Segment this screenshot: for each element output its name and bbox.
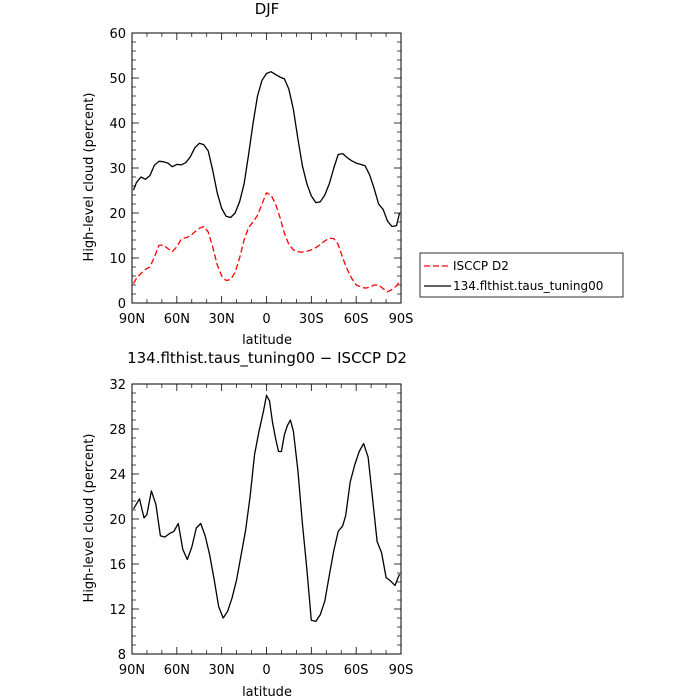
x-tick-label: 60N: [164, 312, 190, 327]
y-tick-label: 20: [109, 513, 126, 528]
y-axis-label: High-level cloud (percent): [82, 93, 97, 262]
x-tick-label: 0: [262, 663, 270, 678]
plot-frame: [131, 383, 402, 655]
y-tick-label: 28: [109, 423, 126, 438]
x-tick-label: 30S: [299, 663, 324, 678]
x-tick-label: 60S: [344, 312, 369, 327]
x-tick-label: 90N: [119, 312, 145, 327]
series-line-134-flthist-taus-tuning00: [132, 71, 401, 228]
x-tick-label: 30N: [209, 312, 235, 327]
x-tick-label: 90S: [389, 312, 414, 327]
legend-label-model: 134.flthist.taus_tuning00: [453, 279, 603, 293]
y-tick-label: 10: [109, 252, 126, 267]
y-tick-label: 16: [109, 558, 126, 573]
y-tick-label: 20: [109, 207, 126, 222]
y-tick-label: 24: [109, 468, 126, 483]
plot-area: 90N 60N 30N 0 30S 60S 90S 0 10 20 30 40 50 60: [109, 27, 413, 327]
y-tick-label: 30: [109, 162, 126, 177]
y-axis-label: High-level cloud (percent): [82, 434, 97, 603]
y-tick-label: 40: [109, 117, 126, 132]
x-tick-label: 90N: [119, 663, 145, 678]
y-tick-label: 8: [118, 648, 126, 663]
series-line-difference: [132, 394, 401, 623]
legend: ISCCP D2 134.flthist.taus_tuning00: [419, 252, 624, 298]
x-tick-label: 90S: [389, 663, 414, 678]
panel-title: 134.flthist.taus_tuning00 − ISCCP D2: [127, 349, 407, 368]
legend-label-isccp: ISCCP D2: [453, 259, 509, 273]
bottom-panel: latitude 134.flthist.taus_tuning00 − ISC…: [82, 333, 413, 700]
x-tick-label: 60S: [344, 663, 369, 678]
x-tick-label: 30N: [209, 663, 235, 678]
legend-box: [419, 252, 624, 298]
y-tick-label: 60: [109, 27, 126, 42]
y-tick-label: 50: [109, 72, 126, 87]
y-tick-label: 0: [118, 297, 126, 312]
x-axis-label: latitude: [242, 685, 292, 700]
series-line-isccp-d2: [132, 192, 401, 293]
x-tick-label: 30S: [299, 312, 324, 327]
y-tick-label: 32: [109, 378, 126, 393]
top-panel: DJF High-level cloud (percent) 90N 60N 30N…: [82, 0, 624, 327]
x-axis-label: latitude: [242, 333, 292, 348]
x-tick-label: 0: [262, 312, 270, 327]
y-tick-label: 12: [109, 603, 126, 618]
panel-title: DJF: [255, 0, 280, 18]
x-tick-label: 60N: [164, 663, 190, 678]
plot-area: 90N 60N 30N 0 30S 60S 90S 8 12 16 20 24 28 32: [109, 378, 413, 678]
